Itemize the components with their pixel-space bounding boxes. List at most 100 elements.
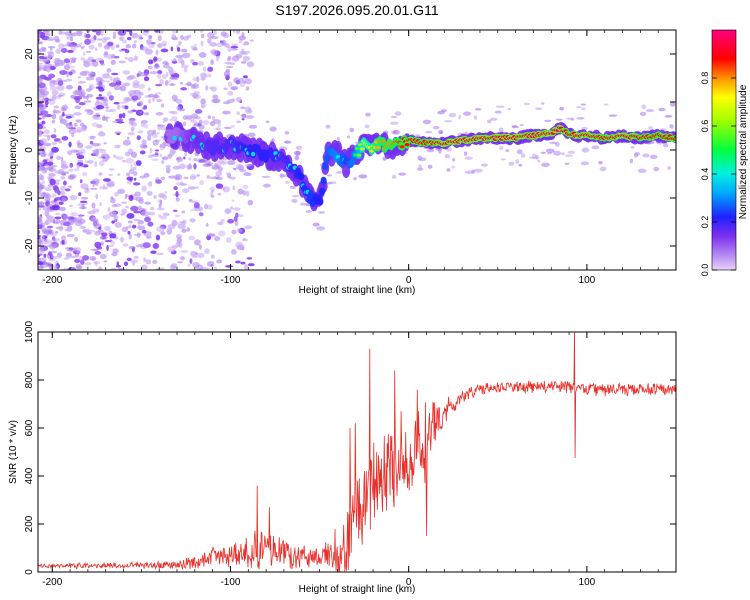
spectrogram-noise-blob — [124, 56, 129, 60]
spectrogram-noise-blob — [57, 94, 64, 97]
spectrogram-noise-blob — [121, 48, 128, 51]
spectrogram-halo-blob — [394, 111, 402, 116]
spectrogram-noise-blob — [153, 64, 160, 69]
spectrogram-noise-blob — [124, 193, 128, 199]
spectrogram-noise-blob — [244, 164, 253, 167]
spectrogram-noise-blob — [140, 210, 149, 217]
spectrogram-noise-blob — [147, 181, 153, 187]
spectrogram-halo-blob — [261, 175, 271, 178]
spectrogram-halo-blob — [336, 136, 340, 141]
spectrogram-noise-blob — [102, 178, 111, 182]
spectrogram-noise-blob — [38, 30, 42, 35]
snr-background — [38, 332, 676, 572]
spectrogram-noise-blob — [70, 94, 76, 99]
spectrogram-halo-blob — [451, 165, 455, 169]
spectrogram-noise-blob — [198, 212, 204, 217]
spectrogram-noise-blob — [195, 252, 198, 256]
spectrogram-noise-blob — [84, 160, 90, 163]
spectrogram-noise-blob — [69, 57, 78, 61]
spectrogram-halo-blob — [265, 120, 270, 124]
spectrogram-noise-blob — [138, 111, 143, 114]
spectrogram-noise-blob — [157, 43, 163, 48]
spectrogram-noise-blob — [38, 130, 42, 137]
spectrogram-noise-blob — [61, 240, 65, 245]
spectrogram-noise-blob — [125, 157, 134, 164]
spectrogram-halo-blob — [642, 153, 650, 158]
spectrogram-noise-blob — [130, 163, 134, 171]
colorbar-tick-label: 0.8 — [700, 72, 710, 85]
spectrogram-noise-blob — [236, 96, 242, 103]
spectrogram-noise-blob — [227, 55, 232, 61]
spectrogram-halo-blob — [349, 127, 355, 133]
spectrogram-halo-blob — [245, 115, 255, 119]
spectrogram-noise-blob — [234, 220, 239, 227]
spectrogram-noise-blob — [98, 226, 102, 230]
spectrogram-noise-blob — [73, 112, 82, 116]
spectrogram-halo-blob — [518, 163, 523, 167]
spectrogram-noise-blob — [103, 186, 109, 190]
spectrogram-noise-blob — [223, 87, 228, 91]
spectrogram-noise-blob — [66, 248, 75, 252]
spectrogram-noise-blob — [61, 197, 67, 202]
spectrogram-noise-blob — [162, 117, 167, 124]
spectrogram-halo-blob — [202, 163, 211, 167]
spectrogram-noise-blob — [68, 32, 74, 38]
spectrogram-noise-blob — [97, 266, 103, 270]
spectrogram-noise-blob — [99, 160, 105, 167]
spectrogram-noise-blob — [242, 238, 249, 242]
snr-xtick-label: -200 — [42, 577, 62, 588]
figure-title: S197.2026.095.20.01.G11 — [275, 2, 438, 18]
spectrogram-halo-blob — [581, 147, 590, 153]
spectrogram-noise-blob — [94, 251, 102, 255]
spectrogram-noise-blob — [99, 130, 104, 134]
spectrogram-noise-blob — [180, 249, 189, 254]
spectrogram-noise-blob — [132, 166, 137, 171]
spectrogram-noise-blob — [79, 255, 83, 261]
spectrogram-noise-blob — [137, 224, 142, 229]
spectrogram-noise-blob — [45, 158, 49, 162]
spectrogram-noise-blob — [110, 240, 115, 246]
spectrogram-noise-blob — [66, 36, 70, 40]
spectrogram-noise-blob — [92, 135, 96, 139]
spectrogram-ytick-label: 20 — [24, 48, 35, 60]
spectrogram-noise-blob — [113, 154, 117, 158]
spectrogram-ridge-core — [404, 143, 410, 147]
spectrogram-noise-blob — [52, 264, 58, 270]
spectrogram-halo-blob — [576, 116, 585, 120]
spectrogram-noise-blob — [38, 219, 43, 226]
spectrogram-ridge-mid — [307, 190, 314, 199]
spectrogram-noise-blob — [222, 101, 231, 105]
spectrogram-noise-blob — [60, 107, 67, 112]
spectrogram-noise-blob — [241, 118, 245, 121]
spectrogram-noise-blob — [181, 210, 186, 214]
spectrogram-noise-blob — [44, 63, 53, 67]
spectrogram-noise-blob — [238, 35, 247, 41]
spectrogram-noise-blob — [47, 152, 53, 157]
spectrogram-noise-blob — [180, 256, 185, 260]
spectrogram-noise-blob — [109, 76, 113, 81]
spectrogram-noise-blob — [138, 71, 145, 77]
spectrogram-noise-blob — [111, 72, 119, 76]
spectrogram-noise-blob — [91, 59, 97, 63]
spectrogram-noise-blob — [91, 202, 96, 209]
spectrogram-noise-blob — [94, 161, 98, 168]
spectrogram-noise-blob — [99, 202, 102, 207]
spectrogram-noise-blob — [58, 206, 66, 212]
spectrogram-noise-blob — [212, 94, 219, 99]
spectrogram-noise-blob — [64, 228, 69, 232]
spectrogram-noise-blob — [209, 42, 218, 47]
spectrogram-noise-blob — [92, 229, 95, 233]
spectrogram-noise-blob — [65, 84, 73, 90]
spectrogram-noise-blob — [127, 220, 133, 224]
spectrogram-noise-blob — [154, 149, 160, 152]
spectrogram-noise-blob — [140, 121, 145, 128]
spectrogram-noise-blob — [112, 35, 117, 39]
spectrogram-noise-blob — [213, 266, 218, 270]
spectrogram-noise-blob — [139, 175, 146, 179]
spectrogram-halo-blob — [182, 121, 187, 127]
spectrogram-noise-blob — [161, 156, 168, 160]
spectrogram-noise-blob — [224, 208, 232, 214]
spectrogram-noise-blob — [65, 78, 73, 82]
spectrogram-noise-blob — [93, 248, 100, 252]
spectrogram-halo-blob — [500, 158, 506, 161]
